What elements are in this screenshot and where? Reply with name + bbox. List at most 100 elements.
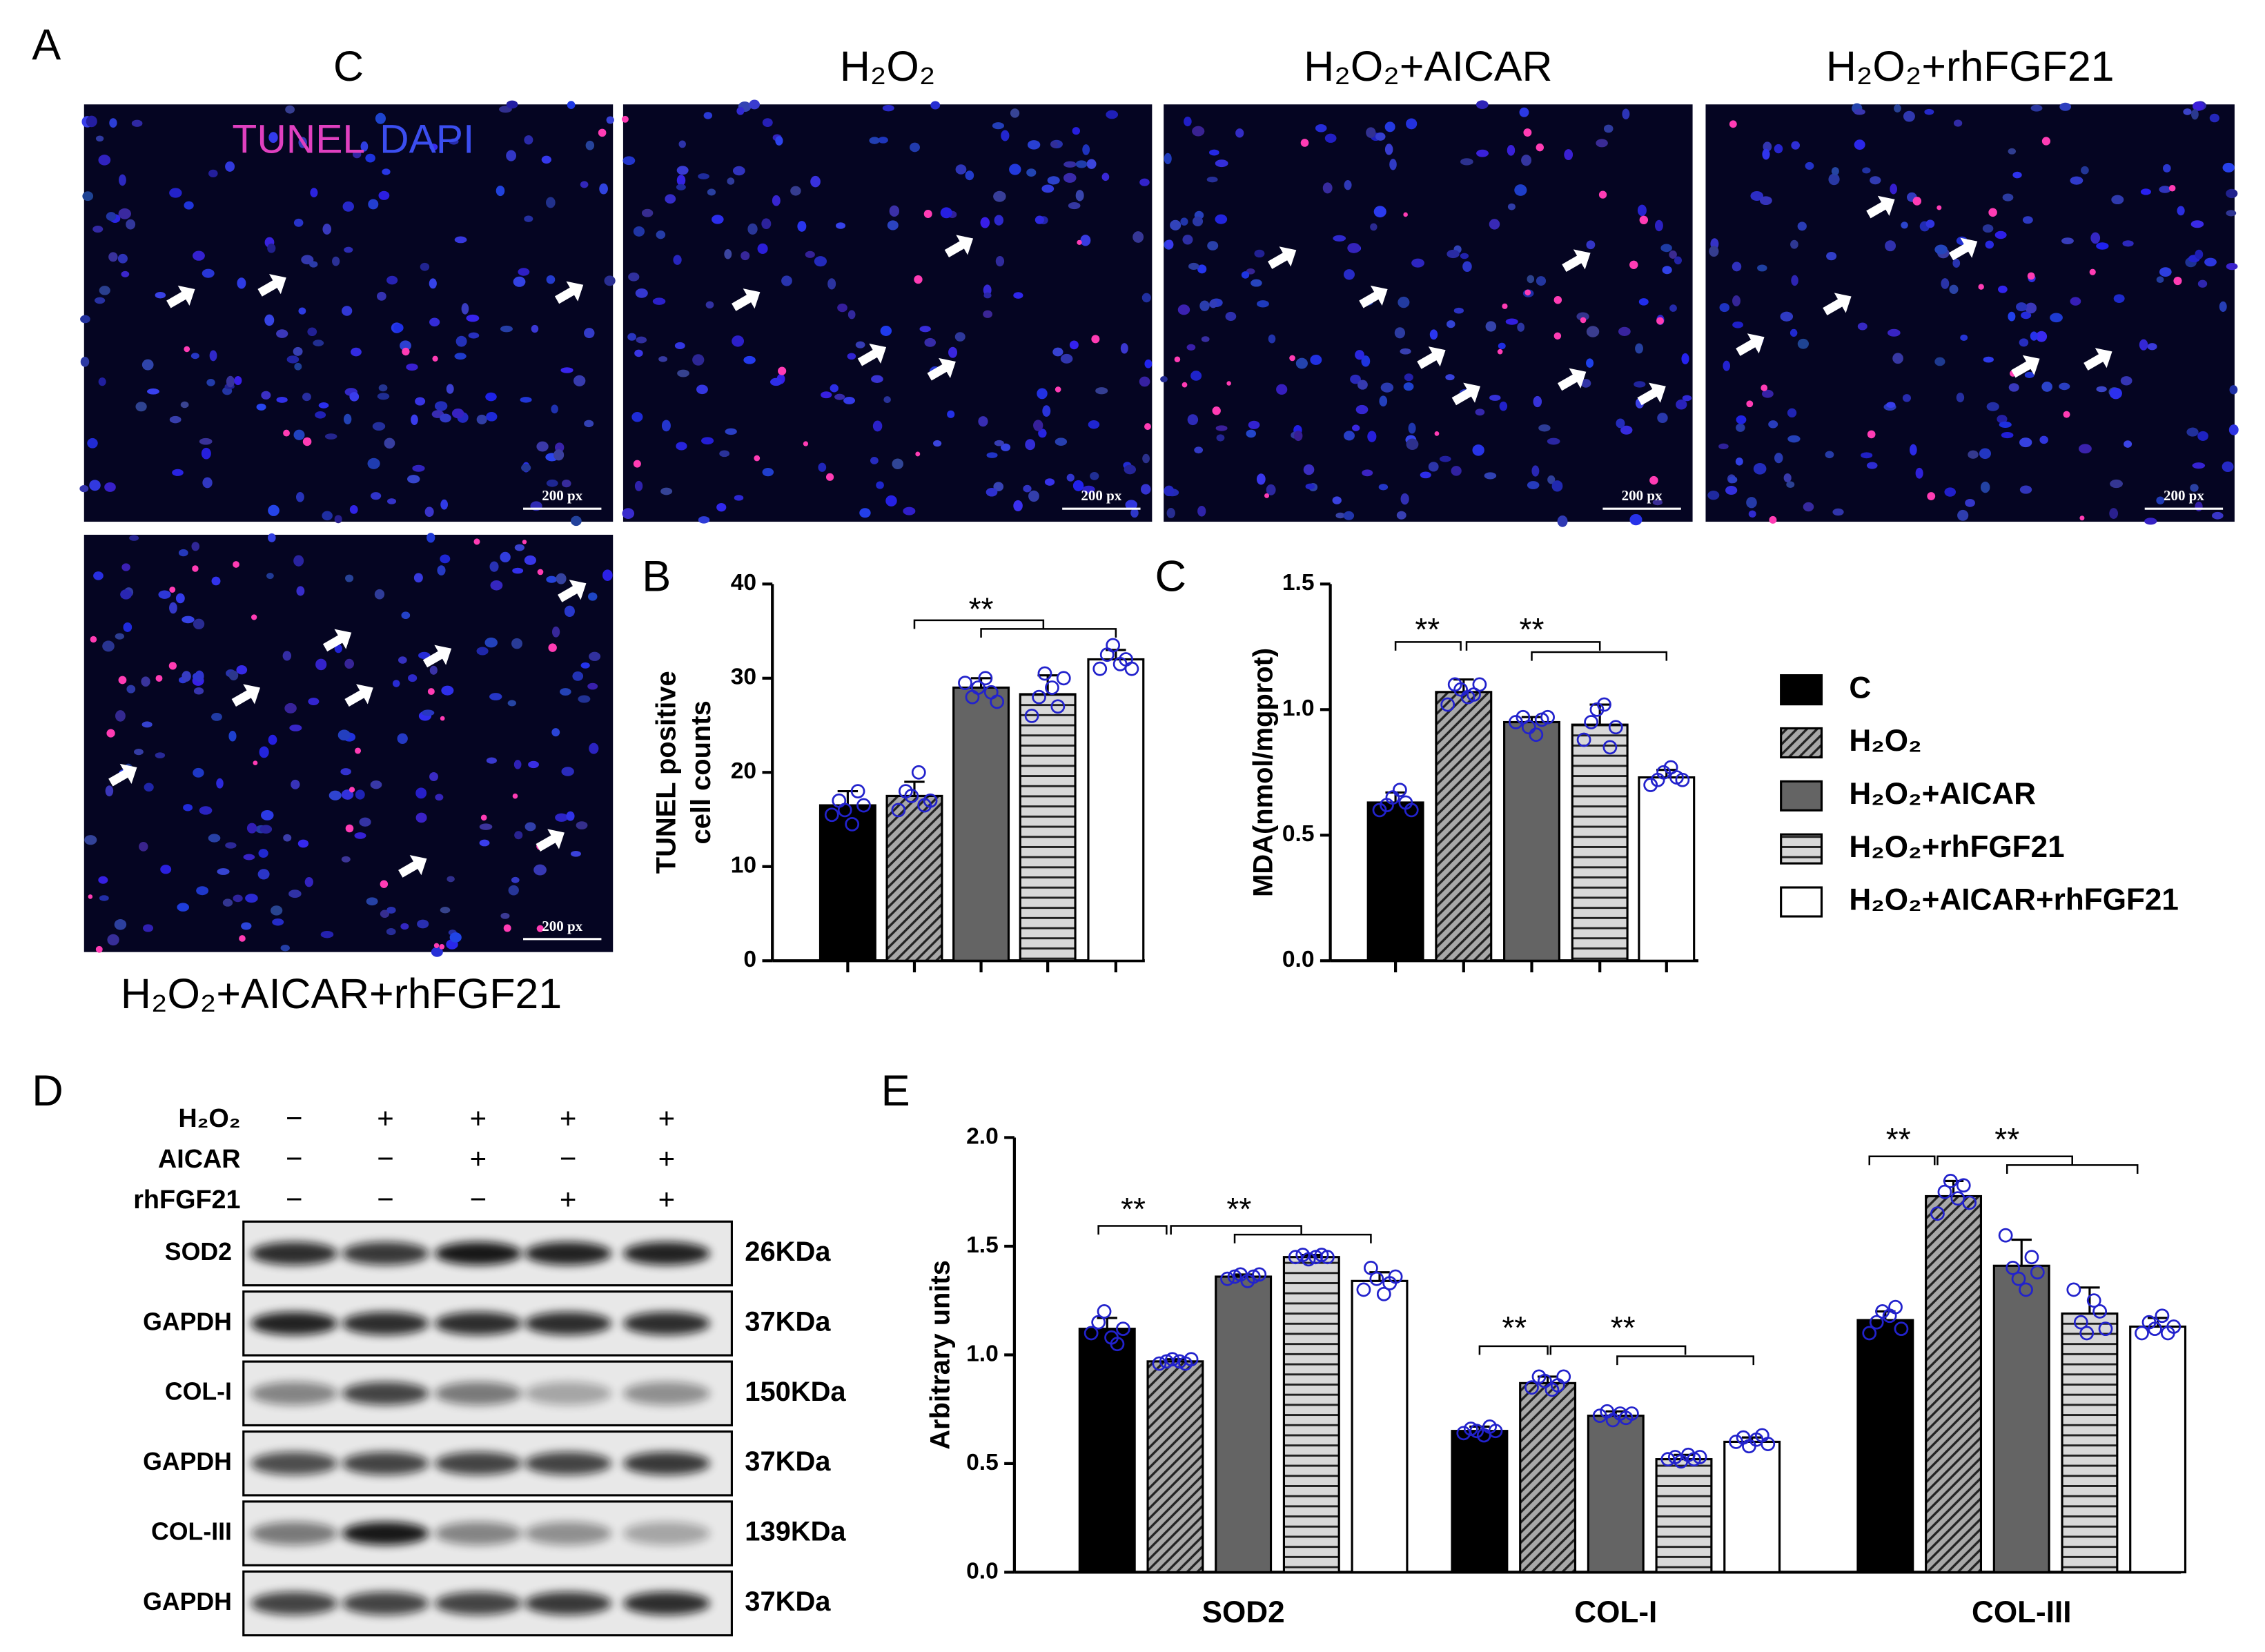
nucleus bbox=[301, 255, 314, 265]
bar bbox=[1351, 1279, 1409, 1573]
nucleus bbox=[266, 573, 274, 580]
error-bar bbox=[2079, 1286, 2100, 1314]
significance-bracket bbox=[1233, 1233, 1372, 1243]
nucleus bbox=[1406, 438, 1419, 451]
nucleus bbox=[781, 275, 792, 286]
nucleus bbox=[267, 243, 276, 253]
blot-band bbox=[434, 1591, 522, 1615]
nucleus bbox=[1378, 484, 1389, 491]
nucleus bbox=[382, 168, 391, 175]
data-point bbox=[1761, 1437, 1776, 1451]
data-point bbox=[2079, 1326, 2095, 1341]
arrow bbox=[1557, 368, 1587, 391]
nucleus bbox=[1023, 484, 1032, 493]
nucleus bbox=[126, 219, 136, 230]
nucleus bbox=[1894, 104, 1901, 113]
nucleus bbox=[193, 767, 204, 778]
nucleus bbox=[89, 480, 101, 491]
nucleus bbox=[260, 809, 274, 820]
blot-band bbox=[251, 1451, 338, 1475]
nucleus bbox=[177, 903, 189, 912]
nucleus bbox=[1498, 342, 1506, 350]
tunel-signal bbox=[1403, 212, 1408, 217]
bar bbox=[1571, 723, 1629, 962]
nucleus bbox=[903, 507, 916, 515]
nucleus bbox=[660, 487, 673, 495]
nucleus bbox=[656, 230, 666, 239]
data-point bbox=[1576, 732, 1591, 747]
nucleus bbox=[1429, 329, 1438, 340]
nucleus bbox=[351, 347, 362, 357]
nucleus bbox=[1886, 402, 1896, 408]
nucleus bbox=[1256, 473, 1266, 485]
nucleus bbox=[1257, 300, 1269, 308]
nucleus bbox=[169, 188, 182, 198]
nucleus bbox=[1362, 469, 1373, 477]
arrow bbox=[927, 357, 956, 381]
nucleus bbox=[589, 651, 601, 661]
nucleus bbox=[1384, 121, 1395, 132]
nucleus bbox=[190, 353, 199, 360]
data-point bbox=[1556, 1369, 1571, 1384]
bar bbox=[885, 794, 943, 962]
nucleus bbox=[521, 464, 531, 472]
nucleus bbox=[318, 402, 329, 409]
nucleus bbox=[511, 638, 522, 649]
blot-band bbox=[342, 1312, 429, 1335]
data-point bbox=[1440, 697, 1455, 712]
nucleus bbox=[992, 122, 1004, 130]
nucleus bbox=[1957, 509, 1969, 521]
arrow bbox=[558, 580, 587, 602]
nucleus bbox=[1725, 485, 1738, 495]
tunel-signal bbox=[2173, 277, 2182, 286]
nucleus bbox=[1805, 161, 1814, 170]
nucleus bbox=[827, 278, 836, 290]
nucleus bbox=[741, 251, 750, 261]
nucleus bbox=[98, 876, 108, 884]
significance-label: ** bbox=[1415, 611, 1440, 647]
nucleus bbox=[2002, 193, 2014, 201]
nucleus bbox=[1774, 453, 1783, 464]
nucleus bbox=[508, 885, 519, 896]
nucleus bbox=[2190, 220, 2204, 228]
nucleus bbox=[1866, 462, 1878, 469]
nucleus bbox=[1027, 140, 1041, 150]
nucleus bbox=[1934, 244, 1948, 255]
nucleus bbox=[1986, 402, 1999, 411]
nucleus bbox=[393, 323, 404, 333]
nucleus bbox=[2001, 431, 2014, 439]
nucleus bbox=[1681, 353, 1689, 364]
nucleus bbox=[1177, 304, 1190, 315]
nucleus bbox=[836, 222, 846, 229]
tunel-signal bbox=[2027, 272, 2035, 280]
nucleus bbox=[320, 931, 334, 938]
nucleus bbox=[1396, 511, 1406, 520]
nucleus bbox=[489, 693, 502, 700]
nucleus bbox=[1527, 275, 1535, 284]
nucleus bbox=[193, 250, 205, 261]
nucleus bbox=[1736, 415, 1747, 424]
nucleus bbox=[421, 709, 435, 716]
nucleus bbox=[1831, 167, 1839, 176]
nucleus bbox=[1357, 380, 1368, 390]
scale-bar-label: 200 px bbox=[542, 918, 582, 934]
nucleus bbox=[1757, 264, 1767, 272]
nucleus bbox=[847, 353, 856, 360]
tunel-signal bbox=[355, 747, 362, 754]
bar bbox=[1078, 1328, 1136, 1573]
nucleus bbox=[454, 236, 467, 244]
data-point bbox=[1045, 680, 1059, 695]
nucleus bbox=[1768, 420, 1778, 429]
nucleus bbox=[1380, 382, 1394, 393]
nucleus bbox=[2193, 101, 2204, 111]
data-point bbox=[1376, 1286, 1391, 1301]
nucleus bbox=[429, 665, 438, 675]
nucleus bbox=[524, 555, 536, 565]
nucleus bbox=[1050, 141, 1058, 148]
condition-sign: − bbox=[377, 1183, 394, 1215]
nucleus bbox=[2120, 376, 2132, 386]
nucleus bbox=[201, 447, 211, 460]
nucleus bbox=[1655, 219, 1663, 232]
nucleus bbox=[2019, 437, 2032, 448]
nucleus bbox=[978, 416, 988, 427]
